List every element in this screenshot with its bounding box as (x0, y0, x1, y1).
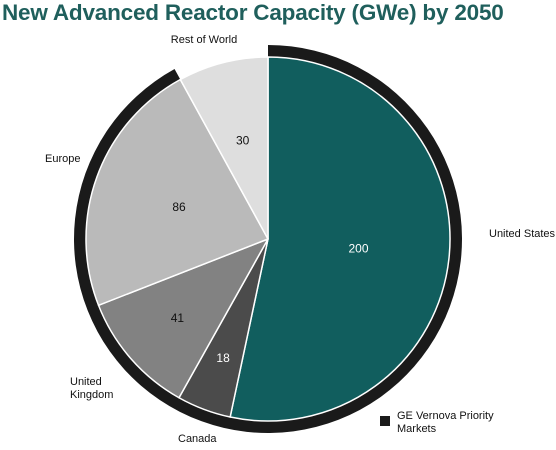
category-label-united-states: United States (489, 228, 556, 240)
category-label-canada: Canada (178, 433, 217, 445)
chart-title: New Advanced Reactor Capacity (GWe) by 2… (2, 0, 504, 25)
slice-value-united-kingdom: 41 (171, 311, 185, 325)
category-label-europe: Europe (45, 153, 80, 165)
slice-value-united-states: 200 (348, 242, 368, 256)
slice-value-europe: 86 (172, 200, 186, 214)
slice-category-labels: United States Canada United Kingdom Europe Re… (45, 34, 556, 445)
legend-label: GE Vernova Priority Markets (397, 410, 494, 435)
legend-swatch (380, 416, 390, 426)
pie-slice-europe (85, 78, 269, 307)
category-label-united-kingdom: United Kingdom (70, 376, 113, 401)
category-label-rest-of-world: Rest of World (171, 34, 237, 46)
pie-slices (85, 56, 451, 422)
pie-slice-united-kingdom (97, 238, 269, 399)
pie-slice-united-states (229, 56, 451, 422)
slice-value-labels: 200 18 41 86 30 (171, 133, 369, 365)
slice-value-canada: 18 (216, 351, 230, 365)
slice-value-rest-of-world: 30 (236, 133, 250, 147)
pie-slice-rest-of-world (179, 56, 269, 240)
